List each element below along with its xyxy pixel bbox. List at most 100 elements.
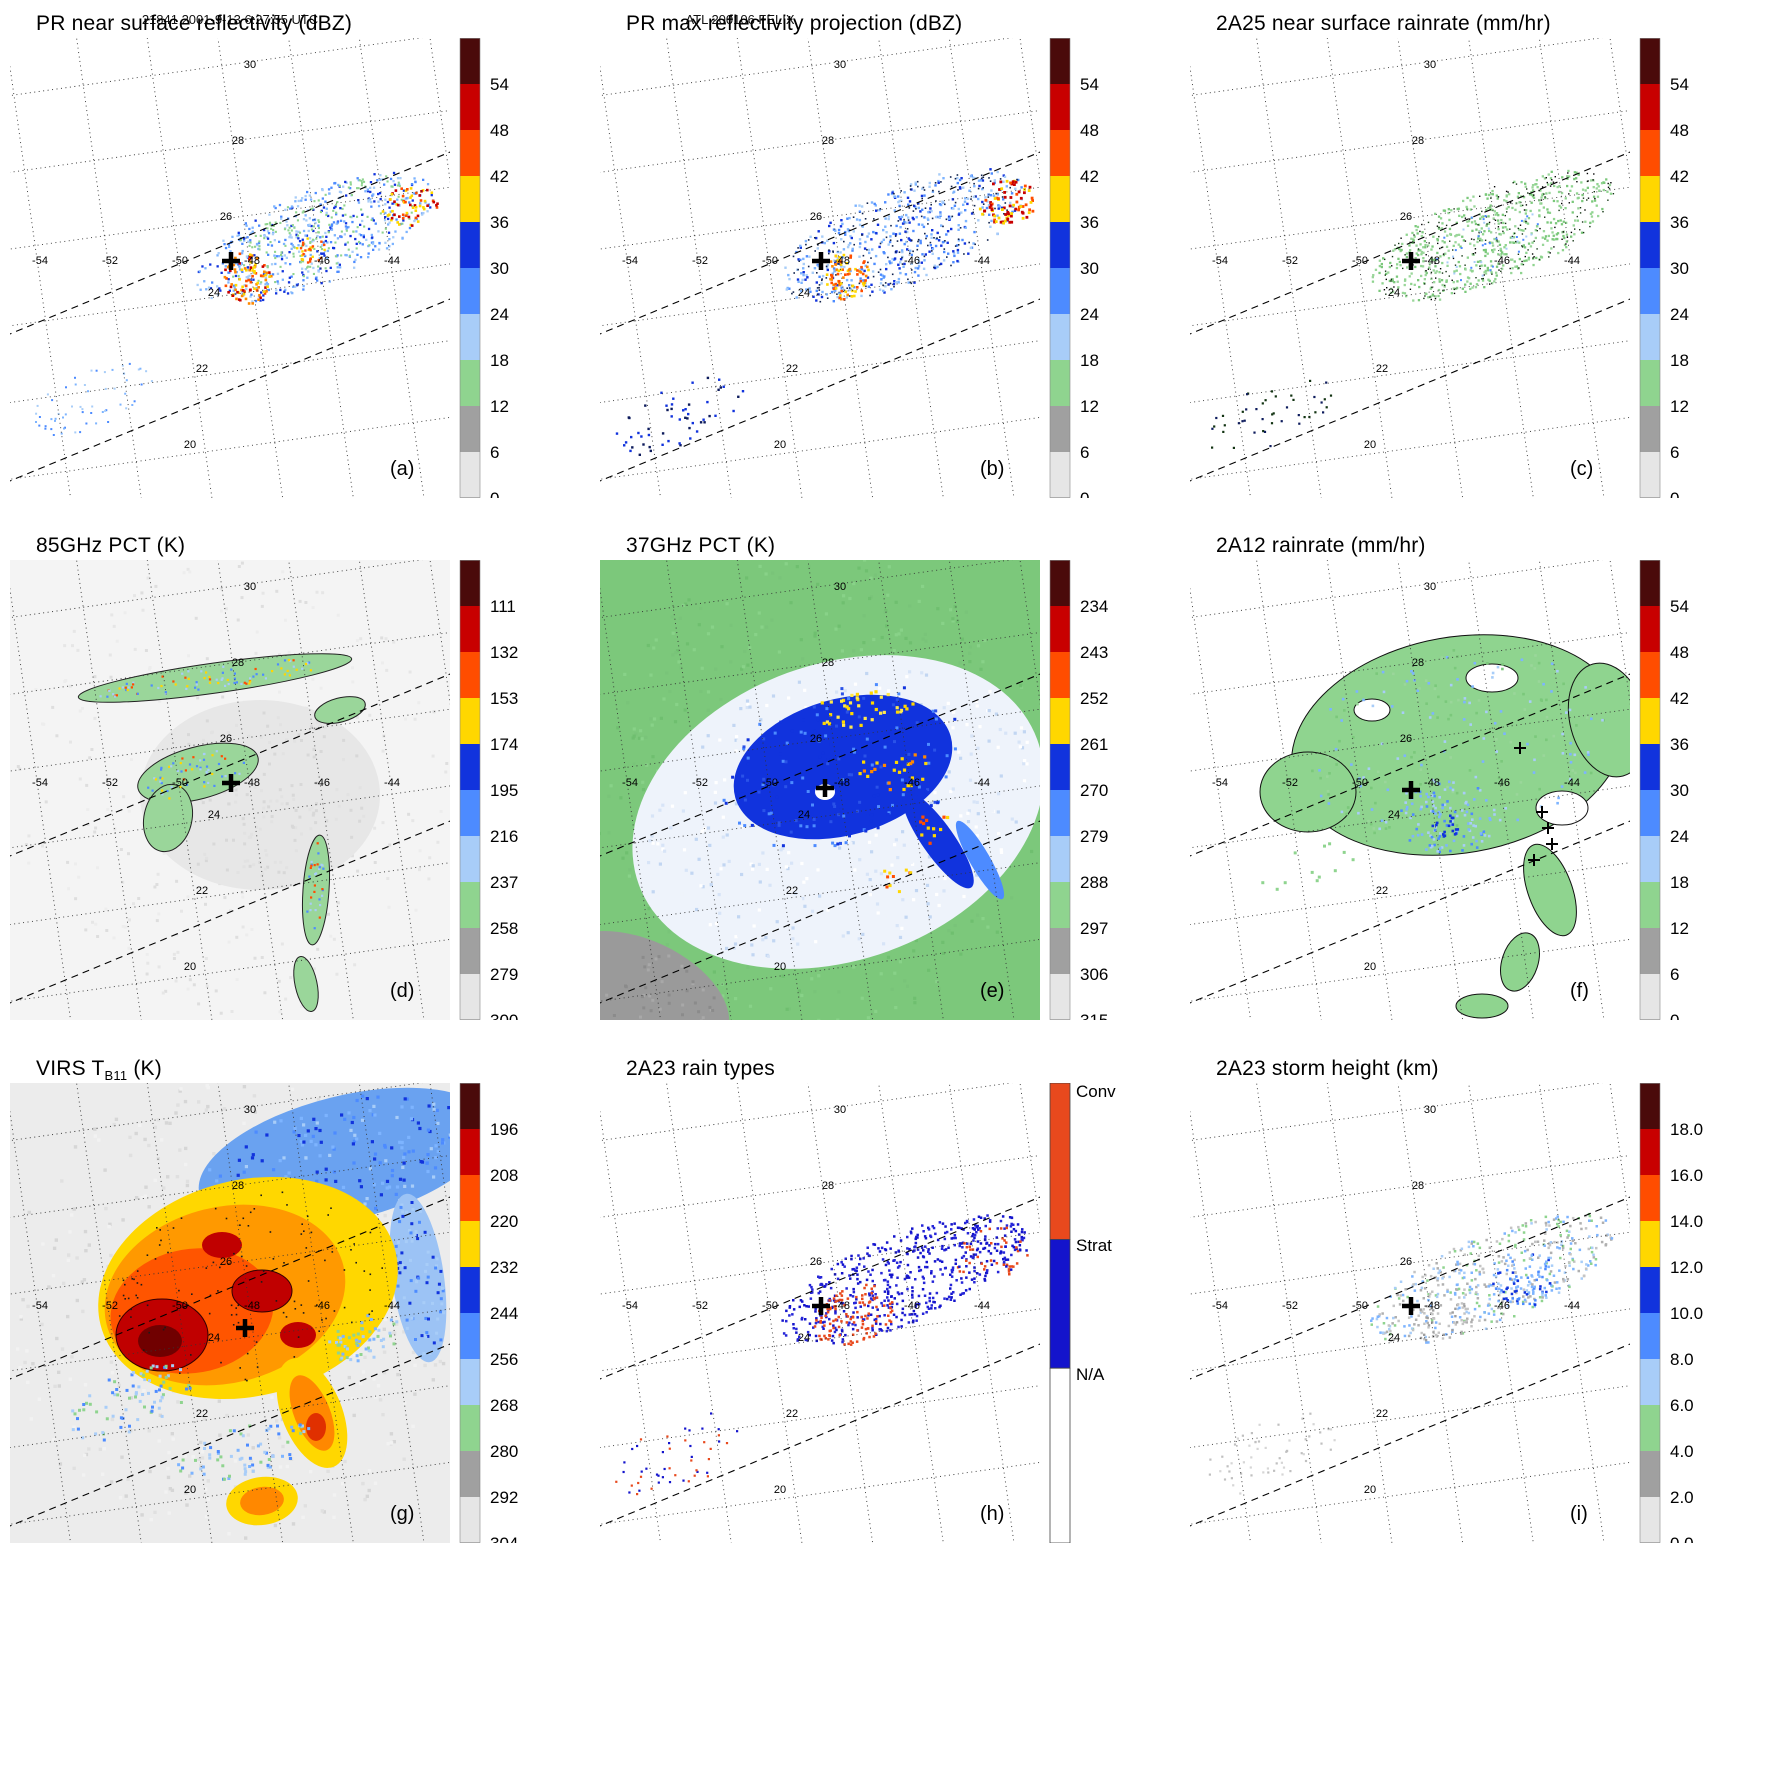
lat-tick-label: 20 bbox=[774, 961, 786, 973]
lat-tick-label: 30 bbox=[244, 581, 256, 593]
colorbar-tick-label: 292 bbox=[490, 1488, 518, 1507]
panel-title: VIRS TB11 (K) bbox=[36, 1057, 162, 1083]
colorbar-tick-label: 234 bbox=[1080, 597, 1108, 616]
lon-tick-label: -50 bbox=[1352, 777, 1368, 789]
colorbar-tick-label: 18 bbox=[1670, 351, 1689, 370]
lat-tick-label: 28 bbox=[1412, 1180, 1424, 1192]
swath-edge-lines bbox=[1190, 673, 1630, 1004]
colorbar-tick-label: 4.0 bbox=[1670, 1442, 1694, 1461]
swath-edge-lines bbox=[1190, 151, 1630, 482]
colorbar-tick-label: 0 bbox=[490, 489, 499, 498]
colorbar-tick-label: 12 bbox=[490, 397, 509, 416]
colorbar-tick-label: 12 bbox=[1080, 397, 1099, 416]
lat-tick-label: 22 bbox=[1376, 1408, 1388, 1420]
colorbar-tick-label: 6 bbox=[1670, 965, 1679, 984]
lat-tick-label: 22 bbox=[1376, 885, 1388, 897]
colorbar-tick-label: 208 bbox=[490, 1166, 518, 1185]
colorbar-tick-label: 12 bbox=[1670, 919, 1689, 938]
swath-edge-lines bbox=[600, 151, 1040, 482]
lon-tick-label: -46 bbox=[314, 1300, 330, 1312]
data-speckle-layer bbox=[10, 1083, 450, 1543]
graticule-labels: -54 -52 -50 -48 -46 -44 30 28 26 24 22 20 bbox=[1212, 59, 1580, 451]
lat-tick-label: 24 bbox=[208, 1332, 220, 1344]
lon-tick-label: -54 bbox=[1212, 777, 1228, 789]
colorbar-tick-label: 279 bbox=[490, 965, 518, 984]
colorbar-g: 196 208 220 232 244 256 268 280 292 304 bbox=[459, 1083, 518, 1543]
lon-tick-label: -52 bbox=[102, 255, 118, 267]
lon-tick-label: -52 bbox=[1282, 777, 1298, 789]
colorbar-tick-label: 261 bbox=[1080, 735, 1108, 754]
lat-tick-label: 26 bbox=[810, 733, 822, 745]
lon-tick-label: -44 bbox=[974, 255, 990, 267]
lon-tick-label: -46 bbox=[904, 777, 920, 789]
storm-center-marker-icon bbox=[222, 774, 240, 792]
lat-tick-label: 30 bbox=[834, 581, 846, 593]
colorbar-tick-label: 268 bbox=[490, 1396, 518, 1415]
lon-tick-label: -54 bbox=[32, 777, 48, 789]
map-b: -54 -52 -50 -48 -46 -44 30 28 26 24 22 20 bbox=[600, 38, 1040, 498]
lon-tick-label: -46 bbox=[904, 255, 920, 267]
lat-tick-label: 24 bbox=[208, 287, 220, 299]
panel-f: 2A12 rainrate (mm/hr) -54 -52 -50 -48 -46 -44… bbox=[1190, 534, 1766, 1030]
lon-tick-label: -50 bbox=[1352, 255, 1368, 267]
lon-tick-label: -52 bbox=[692, 255, 708, 267]
lat-tick-label: 28 bbox=[1412, 135, 1424, 147]
lat-tick-label: 30 bbox=[834, 1104, 846, 1116]
colorbar-tick-label: 42 bbox=[1080, 167, 1099, 186]
lon-tick-label: -44 bbox=[974, 777, 990, 789]
colorbar-tick-label: 6 bbox=[490, 443, 499, 462]
lon-tick-label: -46 bbox=[904, 1300, 920, 1312]
lat-tick-label: 20 bbox=[1364, 1484, 1376, 1496]
lat-tick-label: 22 bbox=[196, 363, 208, 375]
colorbar-tick-label: 54 bbox=[1670, 597, 1689, 616]
colorbar-category-label: Conv bbox=[1076, 1083, 1116, 1101]
colorbar-tick-label: 24 bbox=[490, 305, 509, 324]
colorbar-e: 234 243 252 261 270 279 288 297 306 315 bbox=[1049, 560, 1108, 1020]
lon-tick-label: -52 bbox=[692, 1300, 708, 1312]
lat-tick-label: 26 bbox=[220, 733, 232, 745]
colorbar-i: 18.0 16.0 14.0 12.0 10.0 8.0 6.0 4.0 2.0 0.0 bbox=[1639, 1083, 1703, 1543]
lon-tick-label: -50 bbox=[172, 1300, 188, 1312]
colorbar-c: 54 48 42 36 30 24 18 12 6 0 bbox=[1639, 38, 1689, 498]
colorbar-tick-label: 36 bbox=[1080, 213, 1099, 232]
lon-tick-label: -44 bbox=[974, 1300, 990, 1312]
panel-a: PR near surface reflectivity (dBZ) -54 -5… bbox=[10, 12, 586, 508]
colorbar-tick-label: 48 bbox=[1670, 121, 1689, 140]
colorbar-tick-label: 30 bbox=[490, 259, 509, 278]
lat-tick-label: 26 bbox=[1400, 733, 1412, 745]
panel-title: 2A25 near surface rainrate (mm/hr) bbox=[1216, 12, 1551, 35]
lat-tick-label: 28 bbox=[822, 135, 834, 147]
panel-title-post: (K) bbox=[127, 1057, 162, 1080]
lon-tick-label: -48 bbox=[244, 777, 260, 789]
colorbar-tick-label: 237 bbox=[490, 873, 518, 892]
lon-tick-label: -50 bbox=[762, 255, 778, 267]
lon-tick-label: -54 bbox=[32, 255, 48, 267]
colorbar-tick-label: 18.0 bbox=[1670, 1120, 1703, 1139]
lat-tick-label: 28 bbox=[822, 1180, 834, 1192]
colorbar-tick-label: 30 bbox=[1670, 259, 1689, 278]
storm-name-header: ATL 200106 FELIX bbox=[685, 12, 795, 27]
colorbar-tick-label: 36 bbox=[1670, 213, 1689, 232]
lat-tick-label: 22 bbox=[786, 885, 798, 897]
data-speckle-layer bbox=[615, 1214, 1029, 1496]
data-speckle-layer bbox=[35, 171, 439, 436]
colorbar-tick-label: 18 bbox=[490, 351, 509, 370]
lon-tick-label: -54 bbox=[1212, 1300, 1228, 1312]
colorbar-tick-label: 16.0 bbox=[1670, 1166, 1703, 1185]
panel-letter: (b) bbox=[980, 458, 1005, 480]
graticule-labels: -54 -52 -50 -48 -46 -44 30 28 26 24 22 20 bbox=[622, 59, 990, 451]
lat-tick-label: 28 bbox=[822, 657, 834, 669]
colorbar-tick-label: 12 bbox=[1670, 397, 1689, 416]
cell-cross-marker-icon bbox=[1528, 854, 1540, 866]
panel-letter: (a) bbox=[390, 458, 415, 480]
panel-title: PR max reflectivity projection (dBZ) bbox=[626, 12, 963, 35]
colorbar-tick-label: 18 bbox=[1670, 873, 1689, 892]
lat-tick-label: 28 bbox=[232, 1180, 244, 1192]
colorbar-tick-label: 24 bbox=[1670, 305, 1689, 324]
lat-tick-label: 24 bbox=[1388, 809, 1400, 821]
cell-cross-marker-icon bbox=[1542, 822, 1554, 834]
lat-tick-label: 20 bbox=[774, 1484, 786, 1496]
map-d: -54 -52 -50 -48 -46 -44 30 28 26 24 22 20 bbox=[10, 560, 450, 1020]
storm-center-marker-icon bbox=[222, 252, 240, 270]
panel-title: 2A23 rain types bbox=[626, 1057, 775, 1080]
